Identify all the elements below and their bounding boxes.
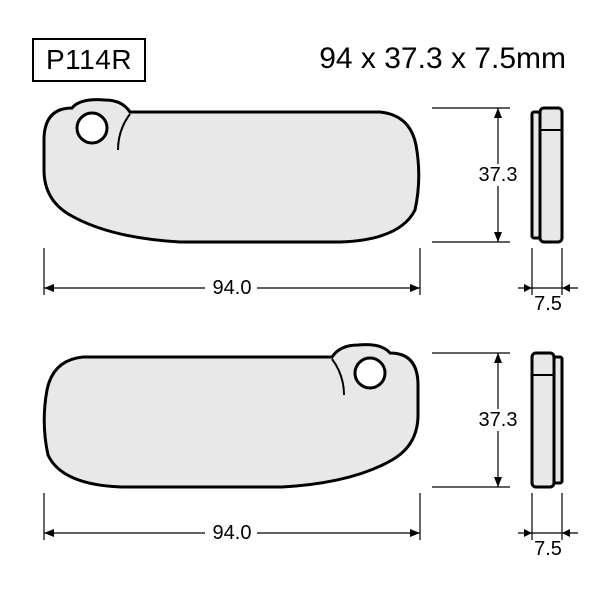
dim-top-width: 94.0 bbox=[44, 248, 420, 299]
dim-top-thick-text: 7.5 bbox=[534, 293, 562, 315]
dim-top-height: 37.3 bbox=[432, 108, 520, 242]
dim-bottom-height-text: 37.3 bbox=[479, 409, 518, 431]
pad-top-front bbox=[44, 100, 419, 242]
dim-bottom-thick: 7.5 bbox=[518, 493, 578, 560]
dim-bottom-width: 94.0 bbox=[44, 493, 420, 544]
pad-top-side bbox=[532, 108, 562, 242]
dim-bottom-height: 37.3 bbox=[432, 353, 520, 487]
pad-bottom-side bbox=[532, 353, 562, 487]
pad-bottom-front bbox=[44, 345, 418, 487]
dim-bottom-width-text: 94.0 bbox=[213, 522, 252, 544]
dim-top-width-text: 94.0 bbox=[213, 277, 252, 299]
dim-top-height-text: 37.3 bbox=[479, 164, 518, 186]
technical-drawing: 94.0 37.3 7.5 94.0 bbox=[0, 0, 600, 600]
dim-top-thick: 7.5 bbox=[518, 248, 578, 315]
dim-bottom-thick-text: 7.5 bbox=[534, 538, 562, 560]
